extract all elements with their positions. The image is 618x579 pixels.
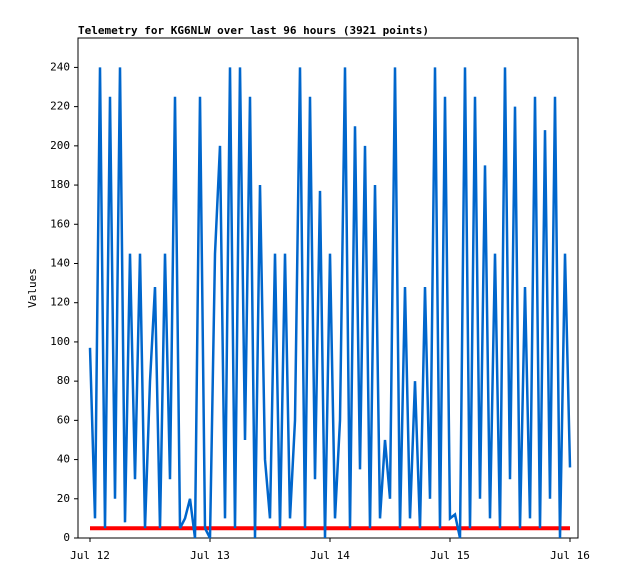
x-tick-label: Jul 12 [70,549,110,562]
y-tick-label: 240 [50,60,70,73]
chart-title: Telemetry for KG6NLW over last 96 hours … [78,24,429,37]
y-tick-label: 60 [57,413,70,426]
y-tick-label: 200 [50,139,70,152]
y-tick-label: 120 [50,296,70,309]
y-tick-label: 20 [57,492,70,505]
x-tick-label: Jul 14 [310,549,350,562]
x-tick-label: Jul 16 [550,549,590,562]
data-line [88,67,572,539]
y-tick-label: 160 [50,217,70,230]
y-tick-label: 140 [50,256,70,269]
y-tick-label: 220 [50,100,70,113]
y-tick-label: 40 [57,453,70,466]
x-tick-label: Jul 13 [190,549,230,562]
y-tick-label: 180 [50,178,70,191]
y-axis-label: Values [26,268,39,308]
y-tick-label: 100 [50,335,70,348]
x-tick-label: Jul 15 [430,549,470,562]
y-tick-label: 80 [57,374,70,387]
y-tick-label: 0 [63,531,70,544]
